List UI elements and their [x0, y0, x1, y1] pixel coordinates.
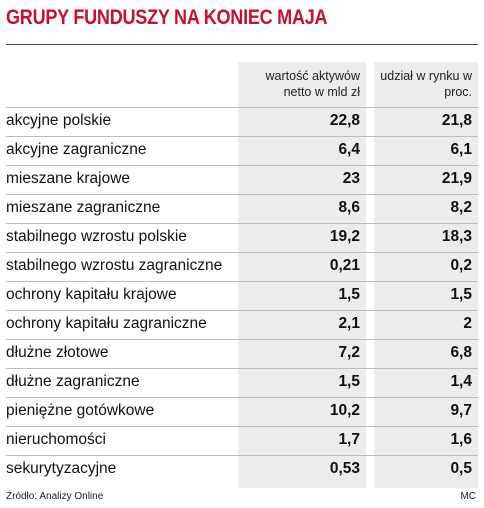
- row-separator: [6, 194, 478, 195]
- cell-share-value: 0,2: [450, 257, 472, 274]
- row-separator: [6, 223, 478, 224]
- row-label: nieruchomości: [6, 431, 106, 448]
- source-note: Źródło: Analizy Online: [6, 491, 104, 502]
- chart-title: GRUPY FUNDUSZY NA KONIEC MAJA: [6, 6, 328, 29]
- column-background-assets: [238, 62, 366, 488]
- cell-assets-value: 1,5: [338, 286, 360, 303]
- table-row: stabilnego wzrostu zagraniczne 0,21 0,2: [0, 252, 484, 281]
- cell-share-value: 21,8: [441, 112, 472, 129]
- row-separator: [6, 426, 478, 427]
- column-header-share: udział w rynku w proc.: [380, 69, 472, 99]
- row-label: stabilnego wzrostu zagraniczne: [6, 257, 223, 274]
- row-label: ochrony kapitału krajowe: [6, 286, 177, 303]
- table-row: stabilnego wzrostu polskie 19,2 18,3: [0, 223, 484, 252]
- table-row: mieszane zagraniczne 8,6 8,2: [0, 194, 484, 223]
- title-rule: [6, 44, 478, 45]
- cell-assets-value: 22,8: [329, 112, 360, 129]
- cell-assets-value: 10,2: [329, 402, 360, 419]
- cell-assets-value: 1,7: [338, 431, 360, 448]
- row-label: sekurytyzacyjne: [6, 460, 117, 477]
- row-label: dłużne złotowe: [6, 344, 109, 361]
- cell-assets-value: 23: [342, 170, 360, 187]
- row-separator: [6, 310, 478, 311]
- cell-share-value: 6,1: [450, 141, 472, 158]
- table-row: pieniężne gotówkowe 10,2 9,7: [0, 397, 484, 426]
- row-separator: [6, 165, 478, 166]
- row-separator: [6, 368, 478, 369]
- cell-assets-value: 0,21: [329, 257, 360, 274]
- cell-share-value: 1,6: [450, 431, 472, 448]
- row-label: mieszane krajowe: [6, 170, 131, 187]
- cell-assets-value: 0,53: [329, 460, 360, 477]
- row-separator: [6, 339, 478, 340]
- row-label: mieszane zagraniczne: [6, 199, 161, 216]
- row-separator: [6, 281, 478, 282]
- column-header-assets: wartość aktywów netto w mld zł: [265, 69, 360, 99]
- cell-share-value: 9,7: [450, 402, 472, 419]
- row-label: pieniężne gotówkowe: [6, 402, 155, 419]
- cell-share-value: 21,9: [441, 170, 472, 187]
- row-label: ochrony kapitału zagraniczne: [6, 315, 207, 332]
- cell-share-value: 18,3: [441, 228, 472, 245]
- row-separator: [6, 455, 478, 456]
- row-label: stabilnego wzrostu polskie: [6, 228, 187, 245]
- cell-share-value: 1,5: [450, 286, 472, 303]
- table-row: ochrony kapitału krajowe 1,5 1,5: [0, 281, 484, 310]
- row-separator: [6, 252, 478, 253]
- table-row: dłużne złotowe 7,2 6,8: [0, 339, 484, 368]
- row-label: akcyjne polskie: [6, 112, 112, 129]
- table-body: akcyjne polskie 22,8 21,8 akcyjne zagranicz…: [0, 107, 484, 484]
- author-credit: MC: [460, 491, 476, 502]
- cell-share-value: 8,2: [450, 199, 472, 216]
- cell-share-value: 2: [463, 315, 472, 332]
- table-row: akcyjne zagraniczne 6,4 6,1: [0, 136, 484, 165]
- cell-assets-value: 2,1: [338, 315, 360, 332]
- row-label: dłużne zagraniczne: [6, 373, 140, 390]
- table-row: ochrony kapitału zagraniczne 2,1 2: [0, 310, 484, 339]
- row-label: akcyjne zagraniczne: [6, 141, 147, 158]
- cell-assets-value: 1,5: [338, 373, 360, 390]
- row-separator: [6, 136, 478, 137]
- cell-assets-value: 19,2: [329, 228, 360, 245]
- cell-assets-value: 7,2: [338, 344, 360, 361]
- table-row: dłużne zagraniczne 1,5 1,4: [0, 368, 484, 397]
- cell-share-value: 0,5: [450, 460, 472, 477]
- cell-assets-value: 6,4: [338, 141, 360, 158]
- cell-share-value: 6,8: [450, 344, 472, 361]
- table-row: mieszane krajowe 23 21,9: [0, 165, 484, 194]
- table-row: akcyjne polskie 22,8 21,8: [0, 107, 484, 136]
- table-row: nieruchomości 1,7 1,6: [0, 426, 484, 455]
- table-row: sekurytyzacyjne 0,53 0,5: [0, 455, 484, 484]
- row-separator: [6, 107, 478, 108]
- column-background-share: [374, 62, 478, 488]
- cell-share-value: 1,4: [450, 373, 472, 390]
- row-separator: [6, 397, 478, 398]
- cell-assets-value: 8,6: [338, 199, 360, 216]
